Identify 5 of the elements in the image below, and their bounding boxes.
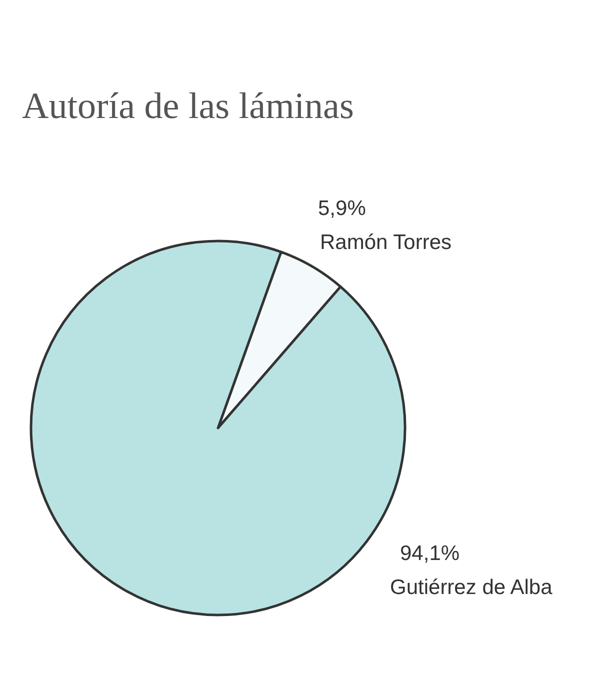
chart-title: Autoría de las láminas (22, 86, 354, 127)
slice-label: Gutiérrez de Alba (390, 576, 553, 599)
data-label: 94,1% (400, 542, 460, 565)
slice-label: Ramón Torres (320, 231, 452, 254)
data-label: 5,9% (318, 197, 366, 220)
